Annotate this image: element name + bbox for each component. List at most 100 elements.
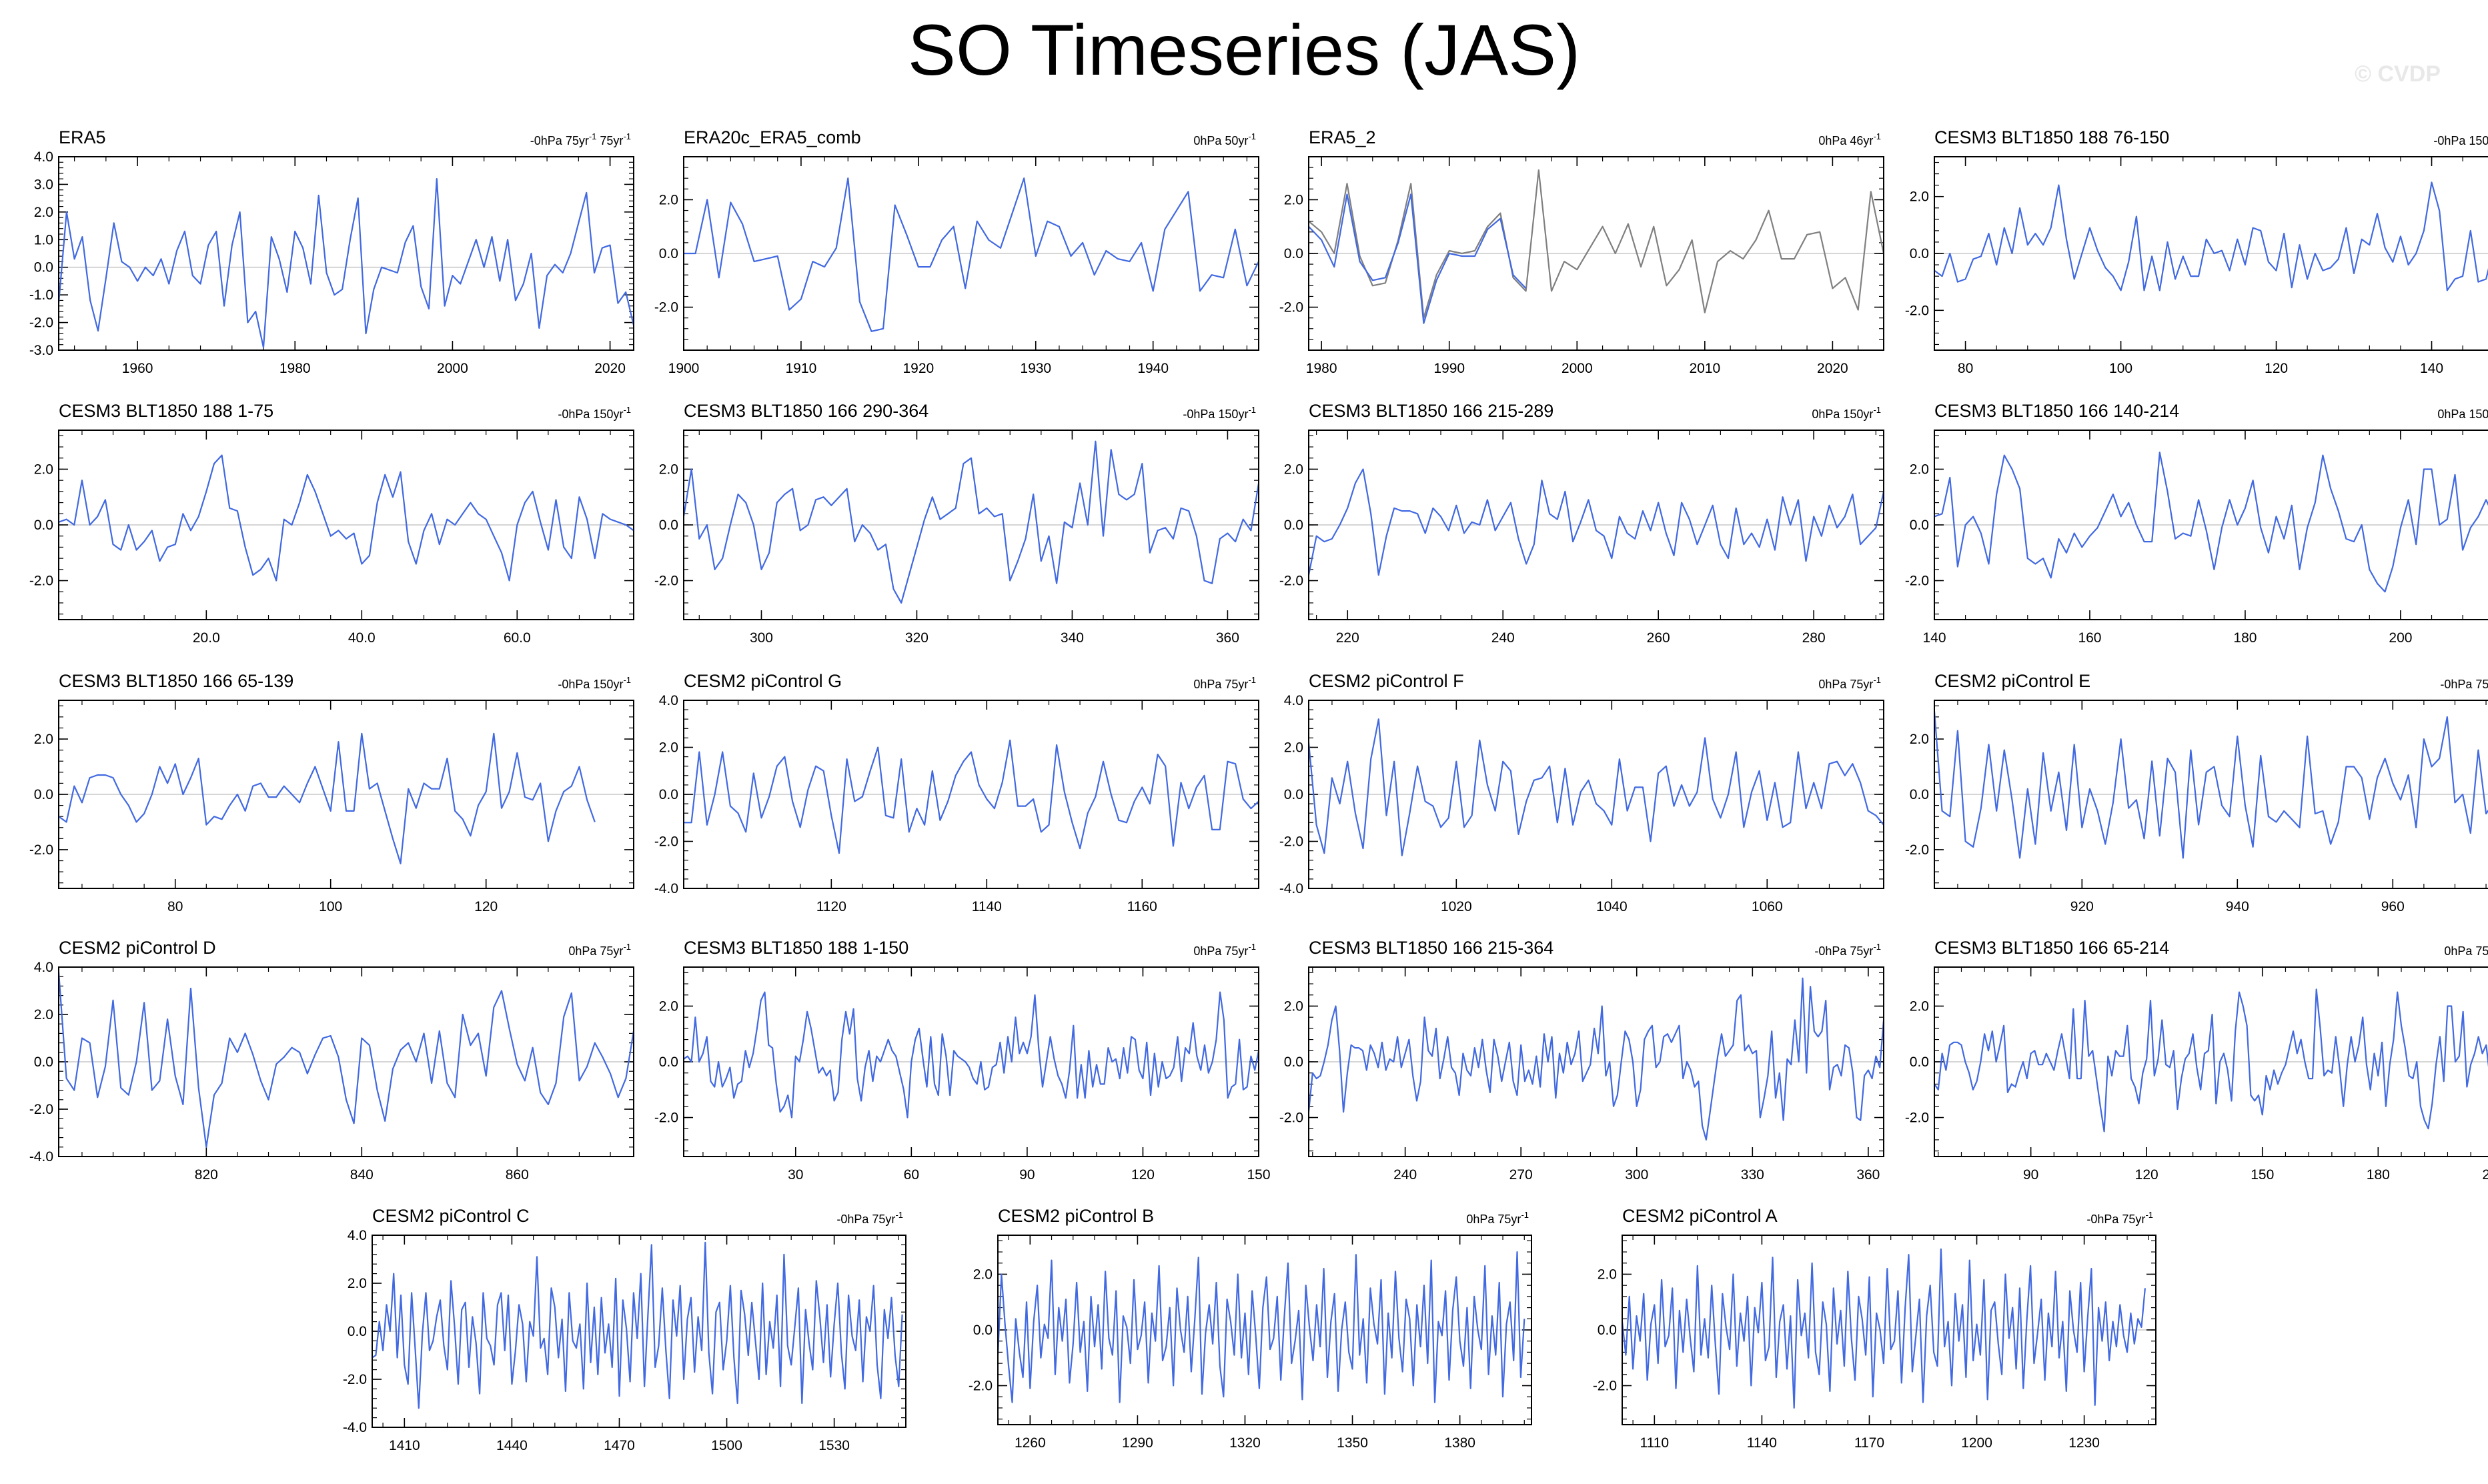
x-tick-label: 160 xyxy=(2078,630,2101,646)
y-tick-label: -2.0 xyxy=(1279,834,1303,850)
trend-value: -0hPa 75yr xyxy=(2440,678,2488,691)
x-tick-label: 1940 xyxy=(1137,361,1169,376)
x-tick-label: 1110 xyxy=(1640,1435,1670,1451)
x-tick-label: 2010 xyxy=(1689,361,1720,376)
x-tick-label: 1990 xyxy=(1433,361,1465,376)
plot-frame xyxy=(1934,156,2488,351)
trend-superscript: -1 xyxy=(623,405,631,415)
y-tick-label: 0.0 xyxy=(34,1054,53,1070)
x-tick-label: 120 xyxy=(2265,361,2288,376)
x-tick-label: 330 xyxy=(1741,1167,1764,1183)
x-tick-label: 1980 xyxy=(279,361,311,376)
trend-value: 0hPa 50yr xyxy=(1193,134,1248,147)
chart-title: CESM3 BLT1850 166 65-139 xyxy=(59,671,293,691)
x-tick-label: 1230 xyxy=(2068,1435,2100,1451)
y-tick-label: 0.0 xyxy=(348,1324,367,1339)
series-line xyxy=(1309,977,1884,1141)
y-tick-label: 4.0 xyxy=(34,960,53,975)
trend-label: 0hPa 75yr-1 xyxy=(1193,942,1256,958)
chart-title: ERA20c_ERA5_comb xyxy=(684,127,861,147)
y-tick-label: 2.0 xyxy=(34,462,53,477)
y-tick-label: -2.0 xyxy=(969,1379,993,1394)
x-tick-label: 1040 xyxy=(1596,899,1628,914)
y-tick-label: -4.0 xyxy=(1279,881,1303,896)
series-line xyxy=(684,991,1259,1119)
trend-label: -0hPa 150yr-1 xyxy=(1183,405,1256,421)
y-tick-label: 0.0 xyxy=(34,260,53,275)
x-tick-label: 1200 xyxy=(1961,1435,1992,1451)
x-tick-label: 240 xyxy=(1393,1167,1417,1183)
x-tick-label: 100 xyxy=(319,899,342,914)
x-tick-label: 1160 xyxy=(1127,899,1157,914)
y-tick-label: 0.0 xyxy=(34,787,53,802)
trend-superscript: -1 xyxy=(1873,942,1881,952)
plot-frame xyxy=(1308,966,1884,1157)
series-line-secondary xyxy=(1309,169,1884,319)
x-tick-label: 2000 xyxy=(437,361,468,376)
x-tick-label: 140 xyxy=(2420,361,2443,376)
x-tick-label: 60.0 xyxy=(504,630,531,646)
trend-value: 0hPa 75yr xyxy=(1466,1213,1521,1226)
chart-panel: CESM3 BLT1850 188 1-75 -0hPa 150yr-1 -2.0 0… xyxy=(29,401,634,646)
x-tick-label: 1020 xyxy=(1441,899,1472,914)
x-tick-label: 80 xyxy=(1958,361,1973,376)
trend-value: 0hPa 75yr xyxy=(1193,944,1248,958)
trend-label: -0hPa 150yr-1 xyxy=(558,405,631,421)
y-tick-label: 0.0 xyxy=(1284,1054,1303,1070)
y-tick-label: -4.0 xyxy=(29,1149,53,1165)
trend-superscript: -1 xyxy=(1248,942,1256,952)
y-tick-label: -2.0 xyxy=(1905,1110,1929,1126)
x-tick-label: 260 xyxy=(1647,630,1670,646)
trend-value: 0hPa 150yr xyxy=(2437,408,2488,421)
trend-value: -0hPa 75yr xyxy=(836,1213,895,1226)
plot-frame xyxy=(1308,156,1884,351)
y-tick-label: 2.0 xyxy=(659,462,678,477)
y-tick-label: 0.0 xyxy=(659,1054,678,1070)
x-tick-label: 2020 xyxy=(1817,361,1848,376)
y-tick-label: -2.0 xyxy=(343,1372,367,1387)
y-tick-label: -4.0 xyxy=(343,1420,367,1435)
trend-superscript: -1 xyxy=(1873,405,1881,415)
x-tick-label: 840 xyxy=(350,1167,374,1183)
x-tick-label: 30 xyxy=(788,1167,803,1183)
plot-frame xyxy=(1934,700,2488,889)
y-tick-label: -3.0 xyxy=(29,343,53,358)
chart-title: CESM2 piControl A xyxy=(1622,1206,1778,1226)
x-tick-label: 360 xyxy=(1856,1167,1880,1183)
chart-panel: CESM3 BLT1850 166 65-214 0hPa 75yr-1 -2.0 0… xyxy=(1905,938,2488,1183)
chart-panel: CESM2 piControl G 0hPa 75yr-1 -4.0 -2.0 0.0 2… xyxy=(654,671,1259,914)
trend-label: 0hPa 150yr-1 xyxy=(2437,405,2488,421)
series-line xyxy=(684,440,1259,604)
x-tick-label: 60 xyxy=(904,1167,919,1183)
trend-label: 0hPa 150yr-1 xyxy=(1812,405,1881,421)
y-tick-label: 0.0 xyxy=(1284,246,1303,261)
x-tick-label: 1380 xyxy=(1444,1435,1475,1451)
chart-panel: CESM3 BLT1850 166 215-289 0hPa 150yr-1 -2.… xyxy=(1279,401,1884,646)
trend-superscript: -1 xyxy=(1873,131,1881,141)
chart-panel: CESM2 piControl C -0hPa 75yr-1 -4.0 -2.0 0.0… xyxy=(343,1206,906,1453)
x-tick-label: 180 xyxy=(2367,1167,2390,1183)
trend-label: -0hPa 75yr-1 xyxy=(2086,1210,2153,1226)
trend-value: 0hPa 46yr xyxy=(1818,134,1873,147)
x-tick-label: 1410 xyxy=(389,1438,420,1453)
chart-title: CESM3 BLT1850 166 65-214 xyxy=(1934,938,2169,958)
x-tick-label: 1140 xyxy=(972,899,1002,914)
trend-label: 0hPa 46yr-1 xyxy=(1818,131,1881,147)
x-tick-label: 200 xyxy=(2389,630,2412,646)
y-tick-label: 2.0 xyxy=(659,192,678,207)
y-tick-label: 0.0 xyxy=(659,518,678,533)
trend-value: -0hPa 150yr xyxy=(558,408,623,421)
chart-title: CESM3 BLT1850 188 76-150 xyxy=(1934,127,2169,147)
chart-panel: CESM3 BLT1850 166 140-214 0hPa 150yr-1 -2.… xyxy=(1905,401,2488,646)
y-tick-label: -2.0 xyxy=(29,842,53,858)
y-tick-label: 2.0 xyxy=(1284,462,1303,477)
x-tick-label: 1920 xyxy=(902,361,934,376)
y-tick-label: -2.0 xyxy=(1905,303,1929,318)
y-tick-label: 0.0 xyxy=(1910,246,1929,261)
y-tick-label: 4.0 xyxy=(348,1228,367,1243)
y-tick-label: 0.0 xyxy=(1910,518,1929,533)
chart-panel: ERA20c_ERA5_comb 0hPa 50yr-1 -2.0 0.0 2.0 190… xyxy=(654,127,1259,376)
trend-superscript: -1 xyxy=(1248,405,1256,415)
y-tick-label: 2.0 xyxy=(1284,998,1303,1014)
x-tick-label: 300 xyxy=(750,630,773,646)
